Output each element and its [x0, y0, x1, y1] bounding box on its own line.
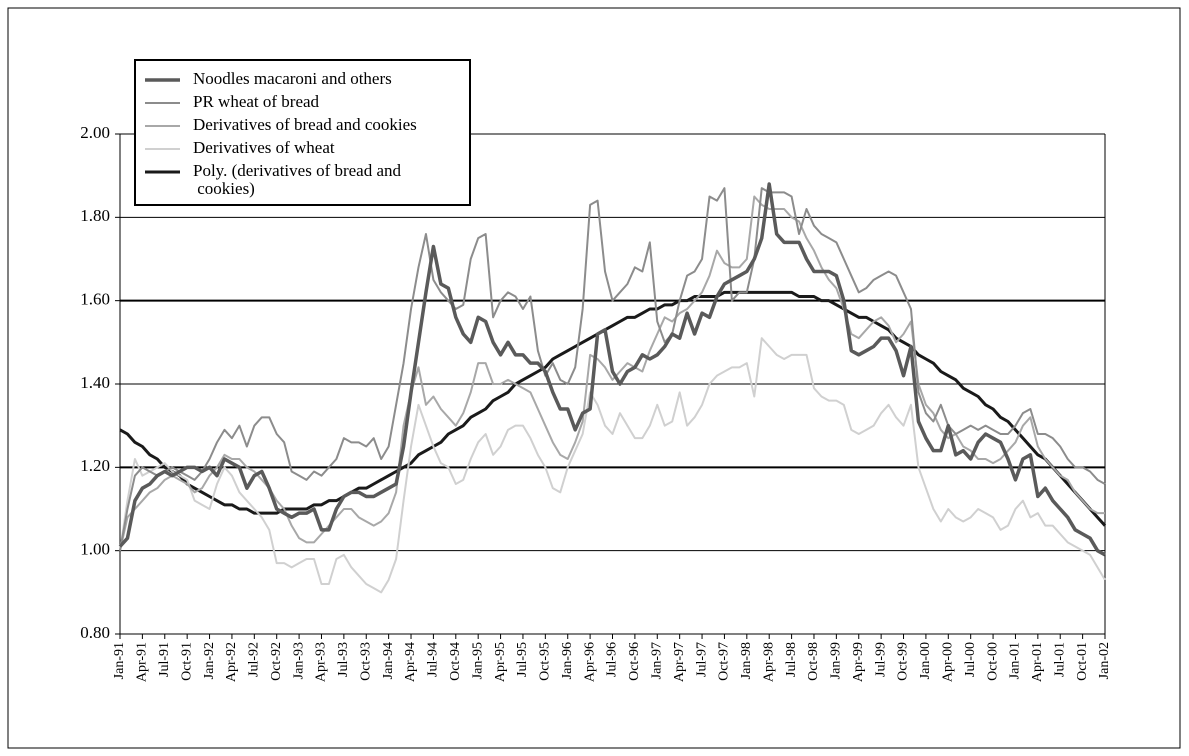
x-tick-label: Apr-93: [314, 642, 329, 682]
x-tick-label: Jan-91: [112, 642, 127, 679]
x-tick-label: Jul-98: [784, 642, 799, 677]
x-tick-label: Oct-91: [179, 642, 194, 681]
x-tick-label: Jan-02: [1097, 642, 1112, 679]
x-tick-label: Jul-99: [873, 642, 888, 677]
x-tick-label: Jan-00: [918, 642, 933, 679]
x-tick-label: Oct-93: [358, 642, 373, 681]
x-tick-label: Jul-94: [426, 642, 441, 677]
x-tick-label: Apr-98: [761, 642, 776, 682]
y-tick-label: 1.00: [80, 540, 110, 559]
x-tick-label: Jul-92: [247, 642, 262, 677]
series-line: [119, 337, 1106, 594]
x-tick-label: Jan-92: [202, 642, 217, 679]
x-tick-label: Oct-92: [269, 642, 284, 681]
x-tick-label: Apr-00: [941, 642, 956, 682]
x-tick-label: Oct-95: [538, 642, 553, 681]
y-tick-label: 1.20: [80, 456, 110, 475]
x-tick-label: Jul-95: [515, 642, 530, 677]
legend-label: PR wheat of bread: [193, 92, 320, 111]
legend: Noodles macaroni and others PR wheat of b…: [134, 59, 471, 206]
x-tick-label: Jul-01: [1052, 642, 1067, 677]
x-tick-label: Oct-00: [985, 642, 1000, 681]
x-tick-label: Apr-97: [672, 642, 687, 682]
x-tick-label: Jan-96: [560, 642, 575, 679]
x-tick-label: Jul-97: [694, 642, 709, 677]
x-tick-label: Apr-91: [135, 642, 150, 682]
legend-label: Noodles macaroni and others: [193, 69, 392, 88]
x-tick-label: Oct-98: [806, 642, 821, 681]
x-tick-label: Oct-96: [627, 642, 642, 681]
x-tick-label: Jul-93: [336, 642, 351, 677]
x-tick-label: Jan-99: [829, 642, 844, 679]
y-tick-label: 1.40: [80, 373, 110, 392]
x-tick-label: Jan-94: [381, 642, 396, 679]
series-line: [119, 195, 1105, 551]
x-tick-label: Apr-95: [493, 642, 508, 682]
x-tick-label: Oct-99: [896, 642, 911, 681]
legend-label: Poly. (derivatives of bread and cookies): [193, 161, 402, 198]
legend-label-line: Poly. (derivatives of bread and: [193, 161, 402, 180]
y-tick-label: 2.00: [80, 123, 110, 142]
x-tick-label: Oct-97: [717, 642, 732, 681]
legend-label-line: cookies): [193, 179, 255, 198]
x-tick-label: Jan-93: [291, 642, 306, 679]
x-tick-label: Jan-97: [649, 642, 664, 679]
series-line: [119, 187, 1106, 551]
x-tick-label: Jan-01: [1008, 642, 1023, 679]
x-tick-label: Jan-95: [470, 642, 485, 679]
x-tick-label: Apr-96: [582, 642, 597, 682]
legend-label: Derivatives of bread and cookies: [193, 115, 417, 134]
legend-box: [134, 59, 471, 206]
x-tick-label: Oct-94: [448, 642, 463, 681]
y-tick-label: 0.80: [80, 623, 110, 642]
x-tick-label: Jan-98: [739, 642, 754, 679]
x-tick-label: Jul-00: [963, 642, 978, 677]
x-tick-label: Apr-94: [403, 642, 418, 682]
x-tick-label: Jul-91: [157, 642, 172, 677]
legend-label: Derivatives of wheat: [193, 138, 335, 157]
x-tick-label: Apr-99: [851, 642, 866, 682]
y-tick-label: 1.80: [80, 206, 110, 225]
x-tick-label: Apr-01: [1030, 642, 1045, 682]
x-tick-label: Oct-01: [1075, 642, 1090, 681]
x-tick-label: Jul-96: [605, 642, 620, 677]
y-tick-label: 1.60: [80, 290, 110, 309]
x-tick-label: Apr-92: [224, 642, 239, 682]
series-line: [118, 182, 1106, 557]
